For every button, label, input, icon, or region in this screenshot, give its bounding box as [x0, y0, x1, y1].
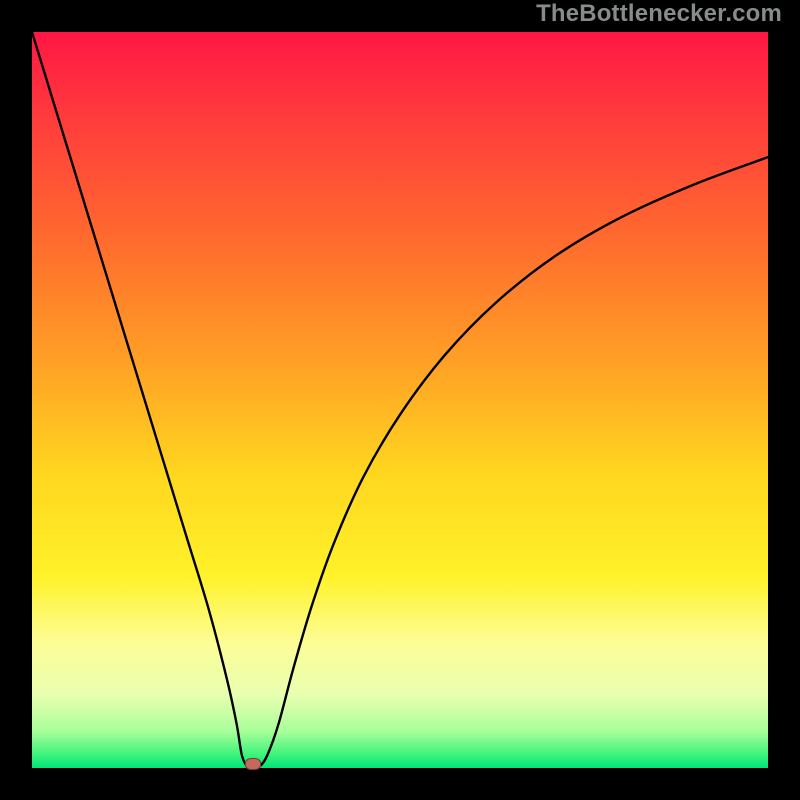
plot-area — [32, 32, 768, 768]
optimal-point-marker — [245, 758, 261, 770]
bottleneck-curve-layer — [32, 32, 768, 768]
bottleneck-curve — [32, 32, 768, 767]
watermark-text: TheBottlenecker.com — [536, 0, 782, 28]
